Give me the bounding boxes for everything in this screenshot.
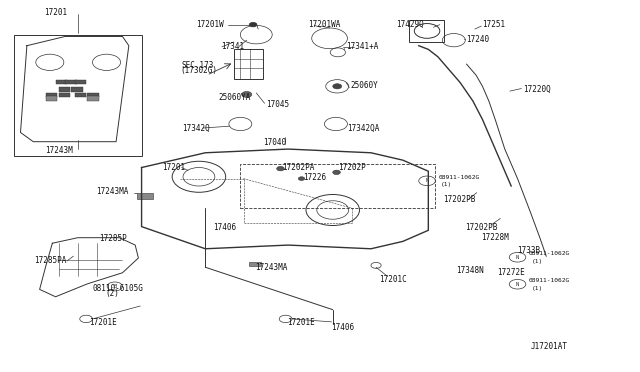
Text: (17302G): (17302G) [180,66,218,75]
Text: 08911-1062G: 08911-1062G [529,278,570,283]
Text: 17406: 17406 [214,223,237,232]
Bar [88,96,99,101]
Bar [137,193,153,199]
Text: 17202PB: 17202PB [465,223,498,232]
Bar [46,93,58,97]
Text: 17201: 17201 [163,163,186,172]
Text: 25060YA: 25060YA [218,93,250,102]
Bar [248,262,261,266]
Text: 17342Q: 17342Q [182,124,209,132]
Text: 17406: 17406 [332,323,355,331]
Circle shape [333,84,342,89]
Text: N: N [516,255,519,260]
Bar [46,96,58,101]
Bar [409,20,444,42]
Text: 17201: 17201 [44,8,67,17]
Text: 1733B: 1733B [518,247,541,256]
Text: 17429Q: 17429Q [396,20,424,29]
Bar [75,93,86,97]
Circle shape [333,170,340,174]
Text: 17201WA: 17201WA [308,20,341,29]
Text: 17045: 17045 [266,100,289,109]
Text: 17285P: 17285P [99,234,127,243]
Text: 17201W: 17201W [196,20,223,29]
Bar [65,80,77,84]
Text: N: N [516,282,519,287]
Text: 17240: 17240 [467,35,490,44]
Bar [59,87,70,92]
Text: 17228M: 17228M [481,233,509,242]
Text: 17202PB: 17202PB [443,195,476,204]
Bar [75,80,86,84]
Text: 17202P: 17202P [338,163,365,172]
Bar [59,93,70,97]
Circle shape [249,22,257,27]
Text: 17342QA: 17342QA [348,124,380,132]
Text: 17243MA: 17243MA [255,263,287,272]
Text: 17348N: 17348N [456,266,483,275]
Text: 17220Q: 17220Q [523,85,550,94]
Text: B: B [113,284,116,289]
Bar [241,164,435,208]
Text: 17243M: 17243M [45,147,72,155]
Text: 17201E: 17201E [90,318,117,327]
Text: 17243MA: 17243MA [96,187,128,196]
Circle shape [276,166,284,171]
Text: 08911-1062G: 08911-1062G [529,251,570,256]
Text: 25060Y: 25060Y [351,81,378,90]
Bar [88,93,99,97]
Circle shape [298,177,305,180]
Text: 17040: 17040 [262,138,286,147]
Text: 08911-1062G: 08911-1062G [438,175,480,180]
Text: 17226: 17226 [303,173,326,182]
Text: 17285PA: 17285PA [35,256,67,266]
Bar [56,80,67,84]
Text: 17341+A: 17341+A [346,42,378,51]
Text: (1): (1) [532,259,543,264]
Text: (2): (2) [105,289,119,298]
Text: 17341: 17341 [221,42,244,51]
Text: N: N [426,178,429,183]
Bar [234,49,262,79]
Bar [14,35,141,157]
Bar [72,87,83,92]
Text: 17272E: 17272E [497,267,525,276]
Text: 17201C: 17201C [380,275,407,283]
Text: 17202PA: 17202PA [282,163,314,172]
Text: (1): (1) [441,182,452,187]
Text: (1): (1) [532,286,543,291]
Text: 08110-6105G: 08110-6105G [93,284,143,293]
Text: 17201E: 17201E [287,318,315,327]
Text: 17251: 17251 [483,20,506,29]
Circle shape [242,92,252,97]
Text: J17201AT: J17201AT [531,342,567,351]
Text: SEC.173: SEC.173 [182,61,214,70]
